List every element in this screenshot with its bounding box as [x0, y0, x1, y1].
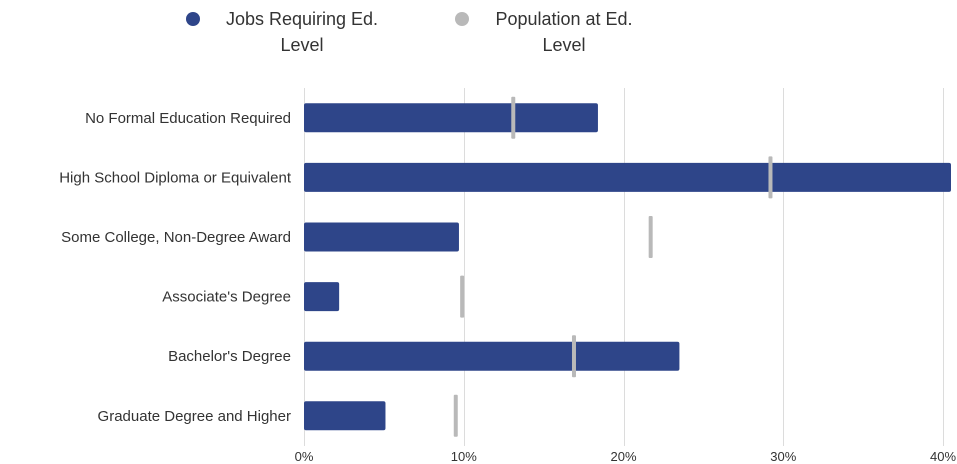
legend-item-population[interactable]: Population at Ed. Level	[455, 6, 647, 58]
legend-marker-jobs	[186, 12, 200, 26]
x-tick-label: 10%	[451, 449, 477, 464]
bar-jobs-requiring[interactable]	[304, 103, 598, 133]
legend-marker-population	[455, 12, 469, 26]
legend-item-jobs[interactable]: Jobs Requiring Ed. Level	[186, 6, 392, 58]
x-tick-labels: 0% 10% 20% 30% 40%	[295, 449, 957, 464]
marker-population[interactable]	[511, 96, 516, 139]
bars-jobs-requiring	[304, 103, 951, 431]
legend-label-jobs: Jobs Requiring Ed. Level	[212, 6, 392, 58]
category-label: High School Diploma or Equivalent	[59, 169, 292, 186]
category-label: Some College, Non-Degree Award	[61, 229, 291, 246]
legend-label-population-line-1: Population at Ed.	[495, 9, 633, 29]
legend-label-population: Population at Ed. Level	[481, 6, 647, 58]
category-labels: No Formal Education Required High School …	[59, 110, 292, 425]
x-tick-label: 40%	[930, 449, 956, 464]
bar-jobs-requiring[interactable]	[304, 162, 951, 192]
bar-jobs-requiring[interactable]	[304, 282, 340, 312]
x-tick-label: 20%	[610, 449, 636, 464]
gridlines	[304, 88, 944, 446]
marker-population[interactable]	[768, 156, 773, 199]
category-label: Associate's Degree	[162, 289, 291, 306]
marker-population[interactable]	[571, 335, 576, 378]
legend-label-jobs-line-2: Level	[280, 35, 324, 55]
bar-jobs-requiring[interactable]	[304, 222, 459, 252]
bar-jobs-requiring[interactable]	[304, 401, 386, 431]
marker-population[interactable]	[460, 275, 465, 318]
category-label: Bachelor's Degree	[168, 348, 291, 365]
markers-population	[453, 96, 773, 437]
x-tick-label: 30%	[770, 449, 796, 464]
category-label: Graduate Degree and Higher	[98, 408, 291, 425]
bar-jobs-requiring[interactable]	[304, 341, 680, 371]
legend-label-jobs-line-1: Jobs Requiring Ed.	[225, 9, 379, 29]
category-label: No Formal Education Required	[85, 110, 291, 127]
legend-label-population-line-2: Level	[542, 35, 586, 55]
chart-legend: Jobs Requiring Ed. Level Population at E…	[0, 6, 957, 66]
marker-population[interactable]	[648, 216, 653, 258]
marker-population[interactable]	[453, 394, 458, 437]
x-tick-label: 0%	[295, 449, 314, 464]
